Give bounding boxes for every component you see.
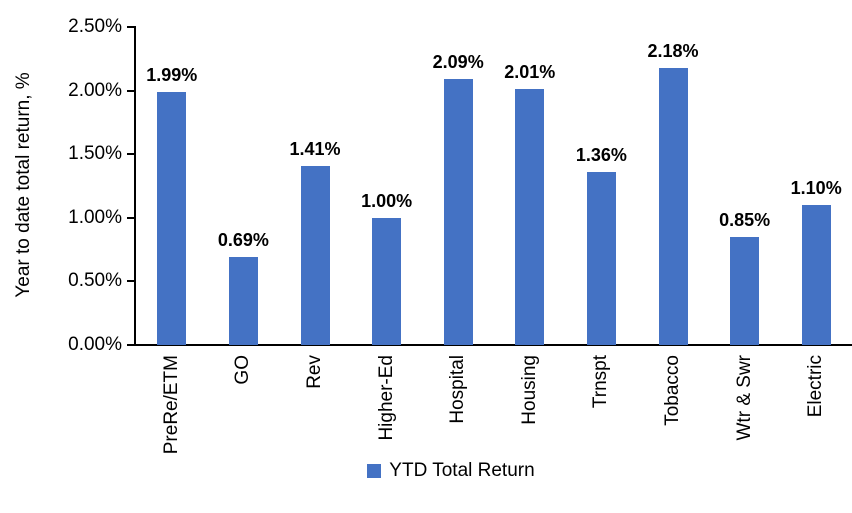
bar-value-label: 1.41% xyxy=(289,138,341,159)
bar xyxy=(443,79,473,345)
x-axis-label: Electric xyxy=(805,355,827,418)
y-axis-tick-mark xyxy=(127,280,135,283)
legend-swatch-icon xyxy=(367,464,382,478)
y-axis-tick-label: 0.50% xyxy=(68,270,122,292)
bar xyxy=(515,89,545,345)
y-axis-tick-label: 1.00% xyxy=(68,206,122,228)
legend: YTD Total Return xyxy=(50,460,852,482)
bar xyxy=(586,172,616,345)
bar-value-label: 2.18% xyxy=(647,40,699,61)
x-axis-label: Higher-Ed xyxy=(375,355,397,441)
bar xyxy=(372,217,402,345)
x-axis-label: Trnspt xyxy=(590,355,612,409)
y-axis-tick-mark xyxy=(127,216,135,219)
y-axis-tick-label: 2.50% xyxy=(68,16,122,37)
y-axis-title: Year to date total return, % xyxy=(13,72,34,298)
bar-value-label: 0.85% xyxy=(719,209,771,230)
x-axis-label: Wtr & Swr xyxy=(733,355,755,441)
x-axis-line xyxy=(134,344,852,346)
legend-label: YTD Total Return xyxy=(389,460,535,481)
bar-value-label: 1.00% xyxy=(361,190,413,211)
bar-value-label: 1.36% xyxy=(575,145,627,165)
y-axis-tick-mark xyxy=(127,89,135,92)
bar-value-label: 2.01% xyxy=(504,62,556,83)
x-axis-label: PreRe/ETM xyxy=(160,355,182,455)
y-axis-tick-mark xyxy=(127,153,135,156)
y-axis-tick-label: 2.00% xyxy=(68,79,122,101)
x-axis-label: GO xyxy=(232,355,254,385)
y-axis-tick-label: 0.00% xyxy=(68,334,122,355)
bar xyxy=(801,205,831,345)
y-axis-tick-label: 1.50% xyxy=(68,143,122,165)
bar-value-label: 2.09% xyxy=(432,52,484,73)
x-axis-label: Tobacco xyxy=(662,355,683,426)
bar xyxy=(157,91,187,345)
x-axis-label: Housing xyxy=(518,355,540,425)
bar xyxy=(300,165,330,345)
bar xyxy=(658,67,688,345)
bar-value-label: 0.69% xyxy=(217,230,269,251)
bar xyxy=(730,236,760,345)
x-axis-label: Rev xyxy=(304,355,325,389)
x-axis-label: Hospital xyxy=(447,355,469,424)
y-axis-line xyxy=(134,26,136,346)
bar xyxy=(228,257,258,345)
bar-value-label: 1.10% xyxy=(790,178,842,199)
bar-value-label: 1.99% xyxy=(146,64,198,85)
y-axis-tick-mark xyxy=(127,344,135,346)
y-axis-tick-mark xyxy=(127,26,135,28)
